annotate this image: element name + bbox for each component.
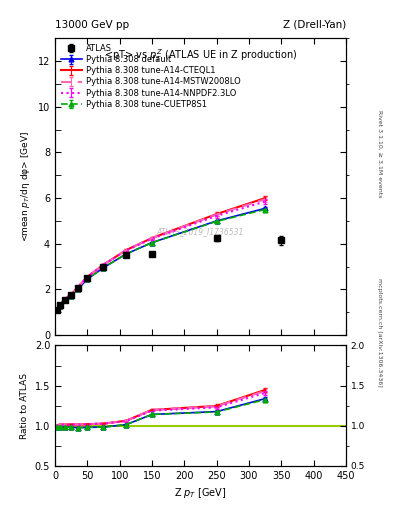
Y-axis label: <mean $p_T$/dη dφ> [GeV]: <mean $p_T$/dη dφ> [GeV]	[19, 131, 32, 242]
Text: Rivet 3.1.10, ≥ 3.1M events: Rivet 3.1.10, ≥ 3.1M events	[377, 110, 382, 197]
Text: mcplots.cern.ch [arXiv:1306.3436]: mcplots.cern.ch [arXiv:1306.3436]	[377, 279, 382, 387]
Legend: ATLAS, Pythia 8.308 default, Pythia 8.308 tune-A14-CTEQL1, Pythia 8.308 tune-A14: ATLAS, Pythia 8.308 default, Pythia 8.30…	[59, 42, 242, 110]
Text: 13000 GeV pp: 13000 GeV pp	[55, 19, 129, 30]
Text: <pT> vs $p_T^Z$ (ATLAS UE in Z production): <pT> vs $p_T^Z$ (ATLAS UE in Z productio…	[103, 47, 298, 64]
Text: ATLAS_2019_I1736531: ATLAS_2019_I1736531	[157, 227, 244, 236]
X-axis label: Z $p_T$ [GeV]: Z $p_T$ [GeV]	[174, 486, 227, 500]
Text: Z (Drell-Yan): Z (Drell-Yan)	[283, 19, 346, 30]
Y-axis label: Ratio to ATLAS: Ratio to ATLAS	[20, 373, 29, 439]
